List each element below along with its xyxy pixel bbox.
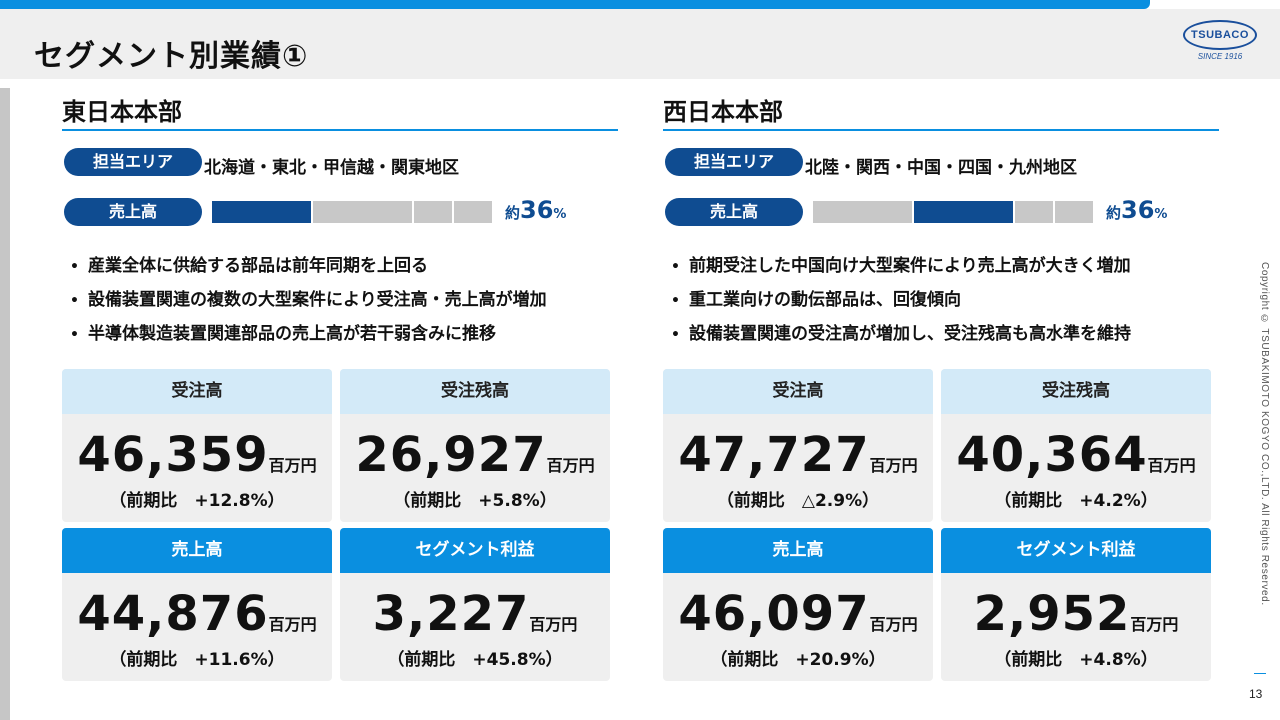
area-label-pill: 担当エリア: [64, 148, 202, 176]
card-label: 受注高: [62, 369, 332, 414]
page-title: セグメント別業績①: [34, 39, 309, 74]
card-compare: （前期比 +20.9%）: [710, 650, 886, 670]
orders-card: 受注高 47,727百万円 （前期比 △2.9%）: [663, 369, 933, 522]
sales-share-bar: [212, 201, 494, 223]
copyright-text: Copyright © TSUBAKIMOTO KOGYO CO.,LTD. A…: [1259, 262, 1270, 606]
east-section: 東日本本部 担当エリア 北海道・東北・甲信越・関東地区 売上高 約36% • 産業…: [62, 92, 618, 692]
area-label-pill: 担当エリア: [665, 148, 803, 176]
logo-text: TSUBACO: [1191, 29, 1249, 41]
card-value: 44,876百万円: [77, 586, 317, 642]
share-prefix: 約: [505, 204, 521, 222]
left-sidebar-bar: [0, 88, 10, 720]
card-label: 売上高: [62, 528, 332, 573]
card-label: セグメント利益: [340, 528, 610, 573]
card-compare: （前期比 +45.8%）: [387, 650, 563, 670]
sales-card: 売上高 44,876百万円 （前期比 +11.6%）: [62, 528, 332, 681]
card-value: 26,927百万円: [355, 427, 595, 483]
list-item: • 前期受注した中国向け大型案件により売上高が大きく増加: [671, 256, 1131, 276]
logo-oval: TSUBACO: [1183, 20, 1257, 50]
sales-share-segment: [313, 201, 412, 223]
sales-label-pill: 売上高: [64, 198, 202, 226]
card-value: 40,364百万円: [956, 427, 1196, 483]
sales-share: 約36%: [1106, 196, 1167, 224]
sales-label-pill: 売上高: [665, 198, 803, 226]
card-value: 46,359百万円: [77, 427, 317, 483]
card-compare: （前期比 +4.8%）: [994, 650, 1158, 670]
bullet-list: • 産業全体に供給する部品は前年同期を上回る • 設備装置関連の複数の大型案件により…: [70, 254, 547, 356]
card-value: 46,097百万円: [678, 586, 918, 642]
list-item: • 設備装置関連の複数の大型案件により受注高・売上高が増加: [70, 290, 547, 310]
card-value: 3,227百万円: [372, 586, 578, 642]
area-text: 北陸・関西・中国・四国・九州地区: [805, 158, 1077, 178]
segment-profit-card: セグメント利益 2,952百万円 （前期比 +4.8%）: [941, 528, 1211, 681]
sales-share-segment: [1055, 201, 1093, 223]
bullet-list: • 前期受注した中国向け大型案件により売上高が大きく増加 • 重工業向けの動伝部品は…: [671, 254, 1131, 356]
logo-since: SINCE 1916: [1197, 52, 1243, 61]
share-value: 36: [520, 196, 554, 224]
header: セグメント別業績①: [0, 9, 1280, 79]
orders-card: 受注高 46,359百万円 （前期比 +12.8%）: [62, 369, 332, 522]
sales-share-segment: [914, 201, 1013, 223]
section-title: 東日本本部: [62, 98, 182, 126]
card-label: 売上高: [663, 528, 933, 573]
sales-share-segment: [454, 201, 492, 223]
sales-card: 売上高 46,097百万円 （前期比 +20.9%）: [663, 528, 933, 681]
top-accent-bar: [0, 0, 1150, 9]
sales-share-segment: [1015, 201, 1053, 223]
card-compare: （前期比 +5.8%）: [393, 491, 557, 511]
company-logo: TSUBACO SINCE 1916: [1183, 20, 1257, 68]
card-label: 受注残高: [340, 369, 610, 414]
section-divider: [62, 129, 618, 131]
list-item: • 重工業向けの動伝部品は、回復傾向: [671, 290, 961, 310]
page-number-mark: [1254, 673, 1266, 674]
section-divider: [663, 129, 1219, 131]
segment-profit-card: セグメント利益 3,227百万円 （前期比 +45.8%）: [340, 528, 610, 681]
card-value: 47,727百万円: [678, 427, 918, 483]
section-title: 西日本本部: [663, 98, 783, 126]
order-backlog-card: 受注残高 40,364百万円 （前期比 +4.2%）: [941, 369, 1211, 522]
card-value: 2,952百万円: [973, 586, 1179, 642]
sales-share-segment: [212, 201, 311, 223]
share-unit: %: [1154, 207, 1168, 222]
sales-share-bar: [813, 201, 1095, 223]
card-compare: （前期比 +11.6%）: [109, 650, 285, 670]
card-compare: （前期比 △2.9%）: [716, 491, 880, 511]
area-text: 北海道・東北・甲信越・関東地区: [204, 158, 459, 178]
list-item: • 産業全体に供給する部品は前年同期を上回る: [70, 256, 428, 276]
sales-share-segment: [414, 201, 452, 223]
card-label: 受注残高: [941, 369, 1211, 414]
list-item: • 設備装置関連の受注高が増加し、受注残高も高水準を維持: [671, 324, 1131, 344]
share-prefix: 約: [1106, 204, 1122, 222]
sales-share: 約36%: [505, 196, 566, 224]
card-compare: （前期比 +4.2%）: [994, 491, 1158, 511]
share-value: 36: [1121, 196, 1155, 224]
sales-share-segment: [813, 201, 912, 223]
page-number: 13: [1249, 687, 1263, 701]
order-backlog-card: 受注残高 26,927百万円 （前期比 +5.8%）: [340, 369, 610, 522]
share-unit: %: [553, 207, 567, 222]
card-label: 受注高: [663, 369, 933, 414]
list-item: • 半導体製造装置関連部品の売上高が若干弱含みに推移: [70, 324, 496, 344]
card-compare: （前期比 +12.8%）: [109, 491, 285, 511]
west-section: 西日本本部 担当エリア 北陸・関西・中国・四国・九州地区 売上高 約36% • 前…: [663, 92, 1219, 692]
card-label: セグメント利益: [941, 528, 1211, 573]
